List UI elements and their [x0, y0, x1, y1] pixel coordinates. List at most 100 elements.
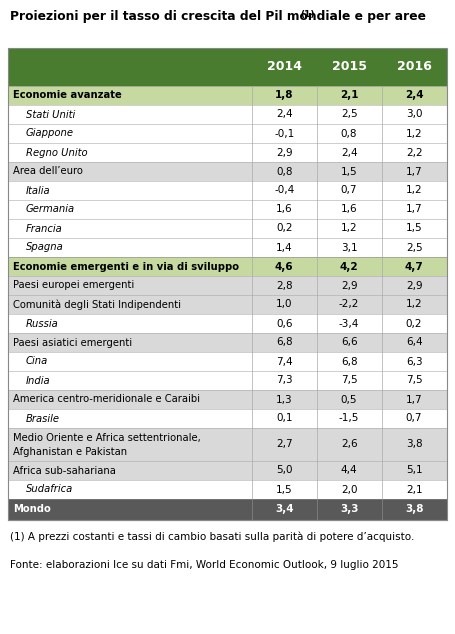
Bar	[8, 461, 447, 480]
Text: 6,4: 6,4	[406, 337, 422, 347]
Text: America centro-meridionale e Caraibi: America centro-meridionale e Caraibi	[13, 394, 200, 404]
Bar	[8, 409, 447, 428]
Text: 0,7: 0,7	[406, 413, 422, 424]
Text: 1,7: 1,7	[406, 394, 422, 404]
Text: 1,7: 1,7	[406, 205, 422, 214]
Text: 3,8: 3,8	[405, 505, 423, 515]
Text: Economie emergenti e in via di sviluppo: Economie emergenti e in via di sviluppo	[13, 261, 239, 271]
Text: -0,1: -0,1	[274, 129, 294, 138]
Text: 6,6: 6,6	[341, 337, 358, 347]
Text: 2014: 2014	[267, 60, 302, 74]
Text: 0,2: 0,2	[406, 318, 422, 328]
Text: 4,6: 4,6	[275, 261, 293, 271]
Text: -1,5: -1,5	[339, 413, 359, 424]
Text: Stati Uniti: Stati Uniti	[26, 110, 75, 119]
Text: 7,5: 7,5	[341, 375, 358, 385]
Text: 1,6: 1,6	[341, 205, 358, 214]
Text: 0,5: 0,5	[341, 394, 357, 404]
Text: Afghanistan e Pakistan: Afghanistan e Pakistan	[13, 447, 127, 456]
Text: Area dell’euro: Area dell’euro	[13, 167, 83, 176]
Text: 2016: 2016	[397, 60, 431, 74]
Text: 2,7: 2,7	[276, 439, 293, 450]
Bar	[8, 390, 447, 409]
Text: 2,2: 2,2	[406, 148, 422, 157]
Bar	[8, 428, 447, 461]
Text: Medio Oriente e Africa settentrionale,: Medio Oriente e Africa settentrionale,	[13, 433, 201, 443]
Text: 5,0: 5,0	[276, 465, 293, 476]
Text: 1,2: 1,2	[341, 224, 358, 233]
Bar	[8, 352, 447, 371]
Text: Economie avanzate: Economie avanzate	[13, 91, 122, 101]
Bar	[8, 181, 447, 200]
Text: 2,4: 2,4	[405, 91, 424, 101]
Text: 7,5: 7,5	[406, 375, 422, 385]
Bar	[8, 124, 447, 143]
Text: 2,9: 2,9	[341, 280, 358, 290]
Text: 3,3: 3,3	[340, 505, 359, 515]
Text: 0,1: 0,1	[276, 413, 293, 424]
Bar	[8, 314, 447, 333]
Bar	[8, 219, 447, 238]
Text: Giappone: Giappone	[26, 129, 74, 138]
Text: 3,4: 3,4	[275, 505, 293, 515]
Text: 2,5: 2,5	[406, 242, 422, 252]
Text: 2,4: 2,4	[276, 110, 293, 119]
Text: Cina: Cina	[26, 356, 48, 366]
Text: 2,6: 2,6	[341, 439, 358, 450]
Text: 3,1: 3,1	[341, 242, 358, 252]
Text: 4,4: 4,4	[341, 465, 358, 476]
Bar	[8, 105, 447, 124]
Text: 2,0: 2,0	[341, 484, 357, 495]
Text: 7,3: 7,3	[276, 375, 293, 385]
Bar	[8, 499, 447, 520]
Bar	[8, 238, 447, 257]
Text: Proiezioni per il tasso di crescita del Pil mondiale e per aree: Proiezioni per il tasso di crescita del …	[10, 10, 426, 23]
Bar	[8, 371, 447, 390]
Text: 6,8: 6,8	[341, 356, 358, 366]
Text: 1,5: 1,5	[276, 484, 293, 495]
Text: Mondo: Mondo	[13, 505, 51, 515]
Text: 6,8: 6,8	[276, 337, 293, 347]
Text: 1,3: 1,3	[276, 394, 293, 404]
Bar	[8, 200, 447, 219]
Text: 2015: 2015	[332, 60, 367, 74]
Text: Germania: Germania	[26, 205, 75, 214]
Text: Italia: Italia	[26, 186, 51, 195]
Text: (1) A prezzi costanti e tassi di cambio basati sulla parità di potere d’acquisto: (1) A prezzi costanti e tassi di cambio …	[10, 532, 415, 543]
Bar	[8, 48, 447, 520]
Text: Regno Unito: Regno Unito	[26, 148, 88, 157]
Bar	[8, 295, 447, 314]
Text: 2,1: 2,1	[406, 484, 422, 495]
Text: 1,6: 1,6	[276, 205, 293, 214]
Text: 3,0: 3,0	[406, 110, 422, 119]
Text: Paesi asiatici emergenti: Paesi asiatici emergenti	[13, 337, 132, 347]
Text: 4,7: 4,7	[404, 261, 424, 271]
Text: -2,2: -2,2	[339, 299, 359, 309]
Text: 1,5: 1,5	[341, 167, 358, 176]
Text: 1,2: 1,2	[406, 299, 422, 309]
Text: 2,5: 2,5	[341, 110, 358, 119]
Text: 1,2: 1,2	[406, 129, 422, 138]
Text: India: India	[26, 375, 51, 385]
Text: 1,8: 1,8	[275, 91, 293, 101]
Text: 0,7: 0,7	[341, 186, 357, 195]
Text: Spagna: Spagna	[26, 242, 64, 252]
Bar	[8, 86, 447, 105]
Bar	[8, 48, 447, 86]
Bar	[8, 257, 447, 276]
Text: 3,8: 3,8	[406, 439, 422, 450]
Text: 2,9: 2,9	[276, 148, 293, 157]
Bar	[8, 162, 447, 181]
Text: 1,5: 1,5	[406, 224, 422, 233]
Text: 1,4: 1,4	[276, 242, 293, 252]
Text: -0,4: -0,4	[274, 186, 294, 195]
Text: Africa sub-sahariana: Africa sub-sahariana	[13, 465, 116, 476]
Text: 1,0: 1,0	[276, 299, 293, 309]
Text: 5,1: 5,1	[406, 465, 422, 476]
Text: Francia: Francia	[26, 224, 63, 233]
Text: Sudafrica: Sudafrica	[26, 484, 73, 495]
Text: 7,4: 7,4	[276, 356, 293, 366]
Text: Comunità degli Stati Indipendenti: Comunità degli Stati Indipendenti	[13, 299, 181, 310]
Text: 4,2: 4,2	[340, 261, 359, 271]
Text: 2,9: 2,9	[406, 280, 422, 290]
